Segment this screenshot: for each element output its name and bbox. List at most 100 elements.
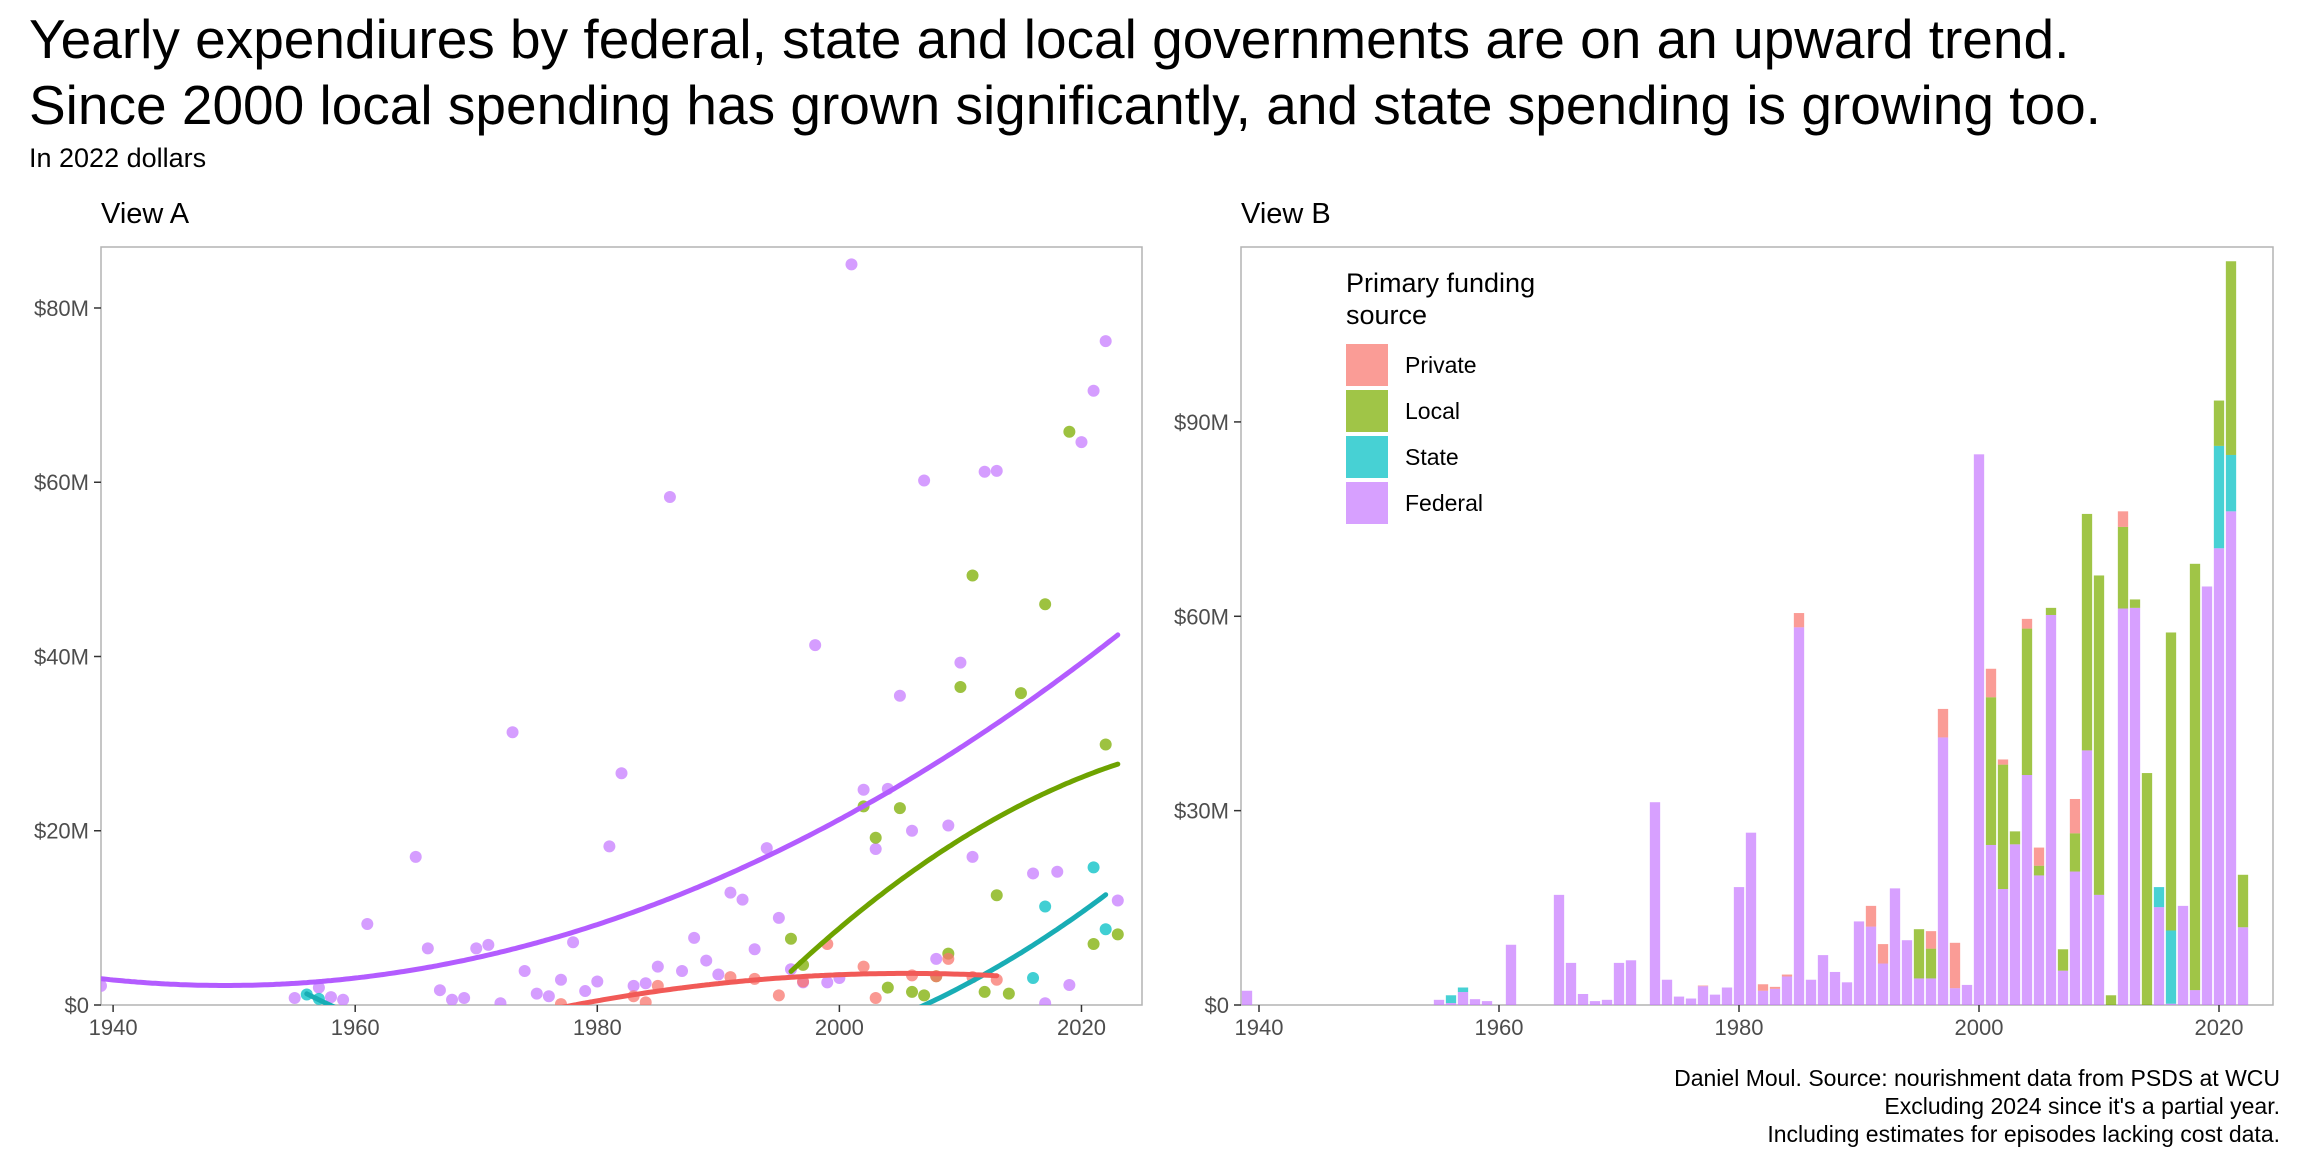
bar-private bbox=[1769, 986, 1781, 989]
point-federal bbox=[101, 979, 107, 992]
point-local bbox=[966, 569, 979, 582]
bar-private bbox=[1781, 974, 1793, 977]
bar-local bbox=[2009, 831, 2021, 845]
bar-federal bbox=[1961, 984, 1973, 1005]
point-federal bbox=[966, 850, 979, 863]
point-local bbox=[990, 889, 1003, 902]
bar-federal bbox=[1829, 971, 1841, 1005]
point-federal bbox=[518, 965, 531, 978]
bar-state bbox=[1445, 995, 1457, 1004]
point-federal bbox=[470, 942, 483, 955]
bar-federal bbox=[1481, 1001, 1493, 1005]
bar-federal bbox=[2081, 750, 2093, 1005]
y-tick-label: $20M bbox=[34, 819, 89, 844]
point-local bbox=[906, 985, 919, 998]
bar-local bbox=[2033, 865, 2045, 876]
point-federal bbox=[324, 991, 337, 1004]
y-tick-label: $80M bbox=[34, 296, 89, 321]
bar-federal bbox=[2177, 905, 2189, 1005]
point-federal bbox=[990, 464, 1003, 477]
point-federal bbox=[845, 258, 858, 271]
bar-federal bbox=[2165, 1003, 2177, 1005]
bar-local bbox=[1997, 764, 2009, 890]
point-federal bbox=[724, 886, 737, 899]
bar-federal bbox=[1757, 990, 1769, 1005]
point-federal bbox=[663, 491, 676, 504]
point-federal bbox=[446, 993, 459, 1005]
trend-line-local bbox=[788, 761, 1121, 974]
bar-federal bbox=[1589, 1001, 1601, 1005]
point-local bbox=[869, 831, 882, 844]
point-local bbox=[1087, 938, 1100, 951]
bar-federal bbox=[1745, 832, 1757, 1005]
point-federal bbox=[542, 990, 555, 1003]
bar-local bbox=[2189, 563, 2201, 991]
legend-key-private bbox=[1346, 344, 1388, 386]
point-federal bbox=[1087, 384, 1100, 397]
point-federal bbox=[676, 965, 689, 978]
point-federal bbox=[567, 936, 580, 949]
point-federal bbox=[615, 767, 628, 780]
legend-key-local bbox=[1346, 390, 1388, 432]
point-federal bbox=[639, 977, 652, 990]
bar-federal bbox=[1685, 998, 1697, 1005]
bar-federal bbox=[1601, 999, 1613, 1005]
point-federal bbox=[918, 474, 931, 487]
x-tick-label: 2000 bbox=[815, 1015, 864, 1040]
bar-federal bbox=[2033, 875, 2045, 1005]
legend-label-federal: Federal bbox=[1405, 490, 1483, 516]
point-federal bbox=[433, 984, 446, 997]
bar-private bbox=[2021, 618, 2033, 629]
bar-federal bbox=[1901, 940, 1913, 1005]
bar-local bbox=[2093, 575, 2105, 895]
bar-private bbox=[1937, 708, 1949, 738]
bar-state bbox=[2225, 454, 2237, 512]
caption: Daniel Moul. Source: nourishment data fr… bbox=[1674, 1064, 2280, 1148]
x-tick-label: 1960 bbox=[1475, 1015, 1524, 1040]
bar-federal bbox=[2129, 607, 2141, 1005]
bar-private bbox=[1997, 759, 2009, 765]
point-federal bbox=[579, 985, 592, 998]
bar-private bbox=[1985, 668, 1997, 698]
point-local bbox=[978, 985, 991, 998]
x-tick-label: 2020 bbox=[1057, 1015, 1106, 1040]
bar-local bbox=[2165, 632, 2177, 931]
bar-federal bbox=[1577, 993, 1589, 1005]
point-federal bbox=[688, 931, 701, 944]
trend-line-state bbox=[304, 892, 1109, 1005]
bar-local bbox=[1925, 948, 1937, 979]
point-federal bbox=[712, 968, 725, 981]
view-b-title: View B bbox=[1241, 198, 1331, 230]
point-federal bbox=[1099, 335, 1112, 348]
point-federal bbox=[1063, 978, 1076, 991]
point-federal bbox=[893, 689, 906, 702]
bar-local bbox=[2045, 607, 2057, 615]
bar-private bbox=[1925, 931, 1937, 949]
bar-federal bbox=[1625, 960, 1637, 1005]
bar-local bbox=[1913, 929, 1925, 979]
bar-local bbox=[2069, 833, 2081, 872]
bar-federal bbox=[1649, 802, 1661, 1005]
point-state bbox=[1039, 900, 1052, 913]
bar-federal bbox=[1913, 978, 1925, 1005]
view-a-plot-area bbox=[101, 258, 1124, 1005]
point-local bbox=[1063, 425, 1076, 438]
bar-federal bbox=[2189, 990, 2201, 1005]
point-federal bbox=[978, 465, 991, 478]
point-federal bbox=[772, 911, 785, 924]
bar-local bbox=[2117, 526, 2129, 609]
point-federal bbox=[942, 819, 955, 832]
point-federal bbox=[1075, 436, 1088, 449]
point-federal bbox=[930, 952, 943, 965]
point-federal bbox=[421, 942, 434, 955]
bar-federal bbox=[1721, 987, 1733, 1005]
point-federal bbox=[869, 843, 882, 856]
legend-label-local: Local bbox=[1405, 398, 1460, 424]
point-private bbox=[554, 998, 567, 1005]
bar-state bbox=[2213, 445, 2225, 549]
chart-title: Yearly expendiures by federal, state and… bbox=[29, 6, 2101, 138]
point-federal bbox=[288, 992, 301, 1005]
x-tick-label: 2000 bbox=[1955, 1015, 2004, 1040]
bar-federal bbox=[2009, 844, 2021, 1005]
